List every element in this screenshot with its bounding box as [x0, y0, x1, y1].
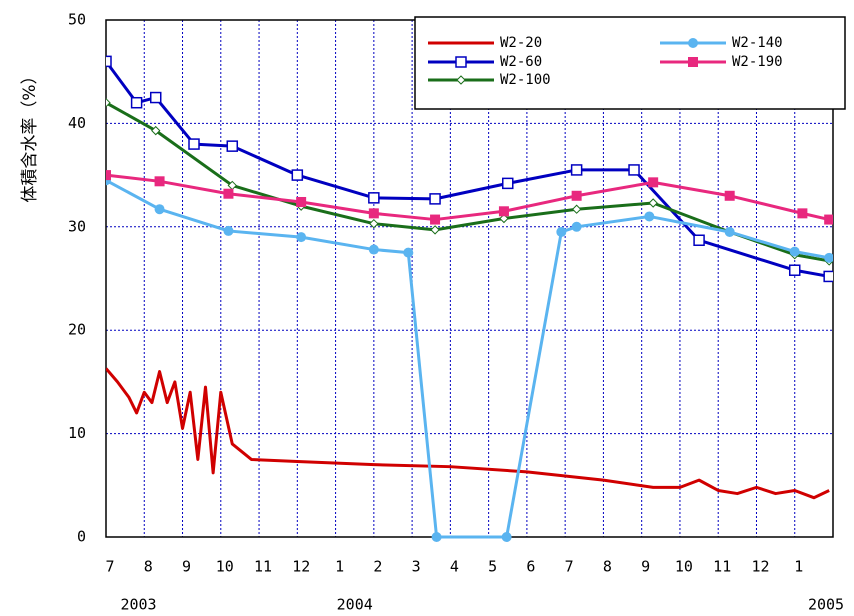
y-tick-label: 0	[77, 528, 86, 546]
marker	[226, 140, 239, 152]
marker	[456, 75, 466, 85]
y-tick-label: 20	[68, 321, 86, 339]
marker	[429, 193, 441, 205]
marker	[296, 232, 307, 243]
marker	[724, 190, 735, 201]
series	[106, 175, 833, 542]
marker	[499, 213, 509, 224]
x-tick-label: 1	[335, 558, 344, 576]
marker	[724, 226, 735, 237]
marker	[824, 214, 833, 225]
marker	[291, 169, 304, 181]
x-tick-label: 12	[292, 558, 310, 576]
marker	[823, 270, 833, 283]
line	[106, 173, 830, 222]
x-tick-label: 10	[675, 558, 693, 576]
x-tick-label: 11	[254, 558, 272, 576]
x-tick-label: 8	[603, 558, 612, 576]
marker	[368, 244, 379, 255]
y-tick-label: 50	[68, 11, 86, 29]
marker	[688, 38, 698, 48]
marker	[430, 225, 440, 235]
marker	[106, 98, 111, 108]
marker	[688, 57, 698, 67]
marker	[130, 96, 143, 109]
marker	[571, 221, 582, 232]
year-label: 2003	[120, 596, 156, 614]
y-tick-label: 10	[68, 424, 86, 442]
marker	[797, 208, 808, 219]
legend-label: W2-140	[732, 35, 783, 51]
marker	[368, 208, 379, 219]
marker	[106, 170, 111, 181]
x-tick-label: 9	[641, 558, 650, 576]
marker	[789, 246, 800, 257]
marker	[501, 532, 512, 542]
x-tick-label: 1	[794, 558, 803, 576]
marker	[556, 226, 567, 237]
marker	[628, 164, 640, 176]
line	[106, 367, 830, 500]
marker	[571, 204, 582, 214]
marker	[824, 252, 833, 263]
x-tick-label: 4	[450, 558, 459, 576]
marker	[570, 164, 583, 176]
marker	[154, 176, 165, 187]
x-tick-label: 2	[373, 558, 382, 576]
marker	[502, 177, 514, 190]
series	[106, 367, 830, 500]
marker	[149, 91, 162, 104]
marker	[403, 247, 414, 258]
legend-label: W2-190	[732, 54, 783, 70]
x-tick-label: 9	[182, 558, 191, 576]
marker	[223, 188, 234, 199]
marker	[430, 214, 441, 225]
marker	[223, 225, 234, 236]
x-tick-label: 10	[216, 558, 234, 576]
marker	[648, 177, 659, 188]
marker	[296, 196, 307, 207]
marker	[368, 192, 380, 204]
y-tick-label: 30	[68, 217, 86, 235]
x-tick-label: 7	[105, 558, 114, 576]
marker	[693, 234, 705, 246]
marker	[431, 532, 442, 542]
legend-label: W2-20	[500, 35, 542, 51]
marker	[106, 55, 112, 68]
marker	[788, 264, 801, 276]
legend-label: W2-60	[500, 54, 542, 70]
year-label: 2004	[337, 596, 373, 614]
x-tick-label: 5	[488, 558, 497, 576]
legend-label: W2-100	[500, 72, 551, 88]
series	[106, 170, 833, 225]
marker	[151, 125, 161, 136]
x-tick-label: 3	[412, 558, 421, 576]
line	[106, 60, 830, 278]
y-tick-label: 40	[68, 114, 86, 132]
marker	[571, 190, 582, 201]
x-tick-label: 11	[713, 558, 731, 576]
marker	[455, 56, 467, 68]
marker	[154, 204, 165, 215]
y-axis-label: 体積含水率（%）	[20, 67, 40, 202]
marker	[648, 198, 658, 208]
marker	[644, 211, 655, 222]
marker	[498, 206, 509, 217]
x-tick-label: 6	[526, 558, 535, 576]
series	[106, 55, 833, 283]
x-tick-label: 8	[144, 558, 153, 576]
x-tick-label: 7	[565, 558, 574, 576]
marker	[369, 218, 379, 229]
marker	[188, 138, 200, 150]
x-tick-label: 12	[751, 558, 769, 576]
year-label: 2005	[808, 596, 844, 614]
line	[106, 178, 830, 539]
